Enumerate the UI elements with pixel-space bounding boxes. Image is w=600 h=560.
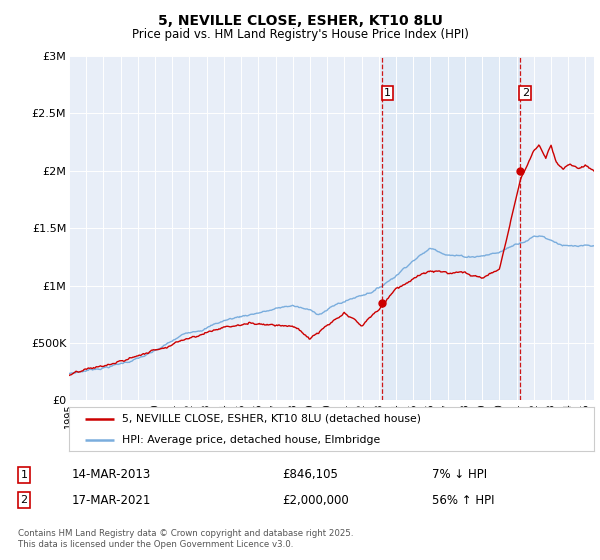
Text: Contains HM Land Registry data © Crown copyright and database right 2025.
This d: Contains HM Land Registry data © Crown c…: [18, 529, 353, 549]
Bar: [382, 56, 520, 400]
Text: 2: 2: [522, 88, 529, 98]
Text: HPI: Average price, detached house, Elmbridge: HPI: Average price, detached house, Elmb…: [121, 435, 380, 445]
Text: 7% ↓ HPI: 7% ↓ HPI: [432, 468, 487, 482]
Text: 5, NEVILLE CLOSE, ESHER, KT10 8LU (detached house): 5, NEVILLE CLOSE, ESHER, KT10 8LU (detac…: [121, 414, 421, 424]
Text: £846,105: £846,105: [282, 468, 338, 482]
Text: 14-MAR-2013: 14-MAR-2013: [72, 468, 151, 482]
Text: 56% ↑ HPI: 56% ↑ HPI: [432, 493, 494, 507]
Text: 2: 2: [20, 495, 28, 505]
Text: £2,000,000: £2,000,000: [282, 493, 349, 507]
Text: Price paid vs. HM Land Registry's House Price Index (HPI): Price paid vs. HM Land Registry's House …: [131, 28, 469, 41]
Text: 1: 1: [20, 470, 28, 480]
Text: 17-MAR-2021: 17-MAR-2021: [72, 493, 151, 507]
Text: 1: 1: [384, 88, 391, 98]
Text: 5, NEVILLE CLOSE, ESHER, KT10 8LU: 5, NEVILLE CLOSE, ESHER, KT10 8LU: [158, 14, 442, 28]
